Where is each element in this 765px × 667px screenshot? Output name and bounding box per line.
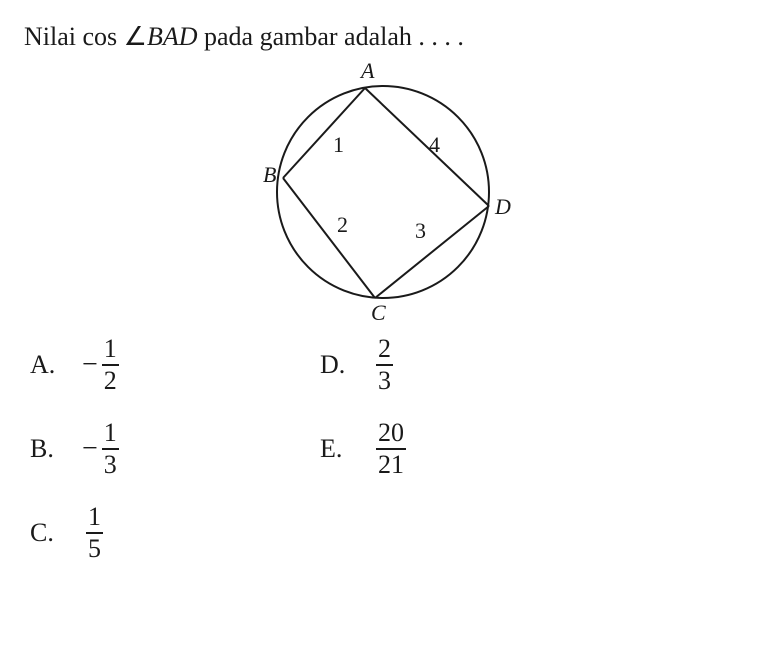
option-b-num: 1	[102, 420, 119, 446]
option-a-fraction: 1 2	[102, 336, 119, 394]
question-text: Nilai cos ∠BAD pada gambar adalah . . . …	[24, 20, 741, 54]
option-b-fraction: 1 3	[102, 420, 119, 478]
option-d: D. 2 3	[320, 336, 550, 394]
option-b-den: 3	[102, 452, 119, 478]
option-d-num: 2	[376, 336, 393, 362]
option-d-den: 3	[376, 368, 393, 394]
option-c-value: 1 5	[82, 504, 103, 562]
option-b-sign: −	[82, 433, 98, 465]
svg-text:2: 2	[337, 212, 348, 237]
option-a-num: 1	[102, 336, 119, 362]
option-a-value: − 1 2	[82, 336, 119, 394]
option-e-label: E.	[320, 434, 354, 464]
svg-text:B: B	[263, 162, 276, 187]
option-a-den: 2	[102, 368, 119, 394]
answer-options: A. − 1 2 D. 2 3 B. − 1 3	[30, 336, 550, 562]
svg-text:3: 3	[415, 218, 426, 243]
option-d-label: D.	[320, 350, 354, 380]
option-d-fraction: 2 3	[376, 336, 393, 394]
option-e: E. 20 21	[320, 420, 550, 478]
question-prefix: Nilai cos	[24, 22, 124, 51]
option-b-value: − 1 3	[82, 420, 119, 478]
option-a: A. − 1 2	[30, 336, 260, 394]
option-c-label: C.	[30, 518, 64, 548]
option-b-label: B.	[30, 434, 64, 464]
option-e-num: 20	[376, 420, 406, 446]
option-a-sign: −	[82, 349, 98, 381]
svg-text:D: D	[494, 194, 511, 219]
option-c-num: 1	[86, 504, 103, 530]
option-b: B. − 1 3	[30, 420, 260, 478]
option-a-label: A.	[30, 350, 64, 380]
svg-text:1: 1	[333, 132, 344, 157]
circle-diagram: 1 4 2 3 A B C D	[253, 62, 513, 322]
option-c: C. 1 5	[30, 504, 260, 562]
option-e-fraction: 20 21	[376, 420, 406, 478]
option-c-fraction: 1 5	[86, 504, 103, 562]
svg-text:4: 4	[429, 132, 440, 157]
angle-name: BAD	[147, 22, 198, 51]
angle-symbol: ∠	[124, 22, 147, 51]
option-e-value: 20 21	[372, 420, 406, 478]
svg-text:A: A	[359, 62, 375, 83]
svg-text:C: C	[371, 300, 386, 322]
diagram-container: 1 4 2 3 A B C D	[24, 62, 741, 322]
option-c-den: 5	[86, 536, 103, 562]
option-e-den: 21	[376, 452, 406, 478]
question-suffix: pada gambar adalah . . . .	[204, 22, 464, 51]
option-d-value: 2 3	[372, 336, 393, 394]
